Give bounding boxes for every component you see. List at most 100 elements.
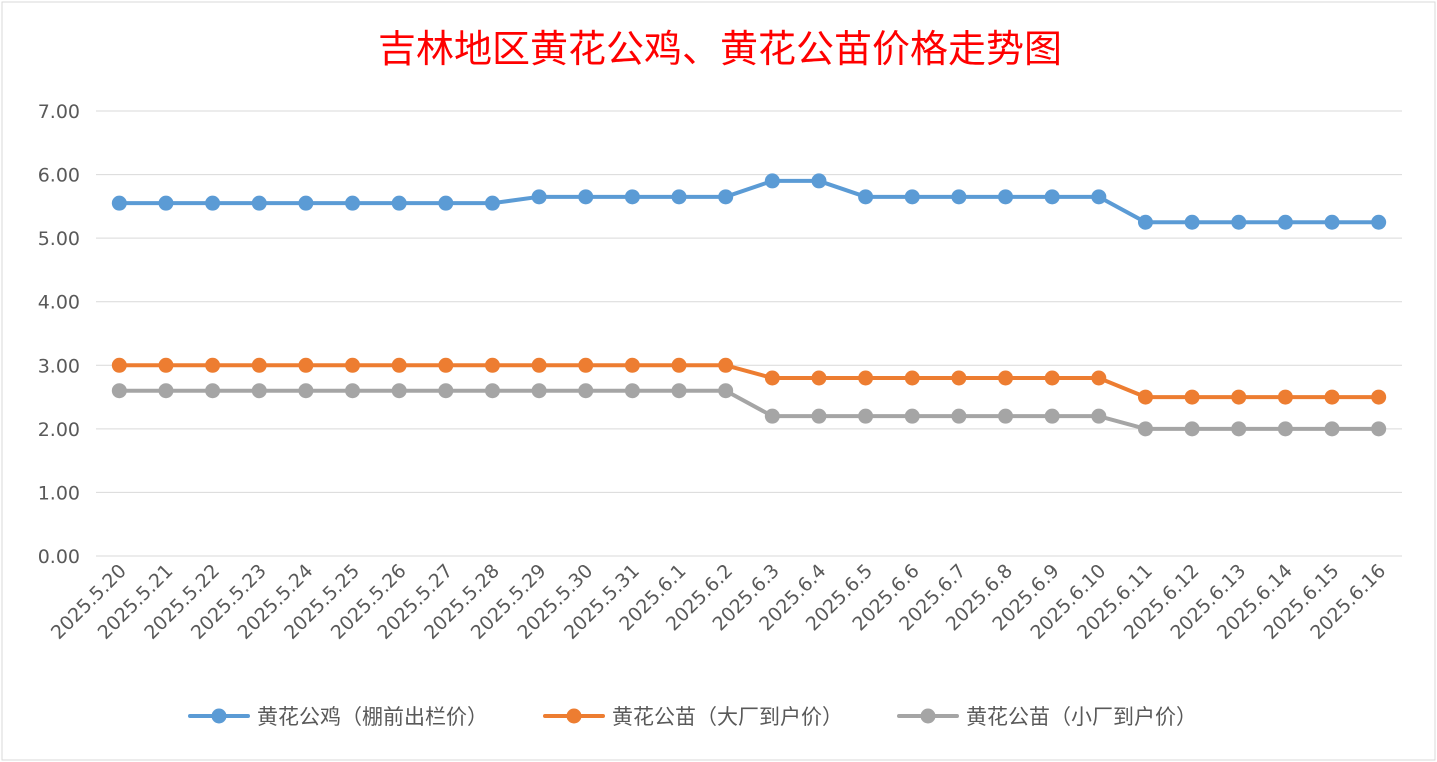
- data-point: [1277, 214, 1293, 230]
- y-tick-label: 1.00: [38, 482, 80, 504]
- data-point: [205, 383, 221, 399]
- data-point: [484, 357, 500, 373]
- data-point: [904, 189, 920, 205]
- data-point: [671, 383, 687, 399]
- data-point: [998, 189, 1014, 205]
- series-line: [117, 178, 1381, 225]
- data-point: [624, 357, 640, 373]
- y-tick-label: 6.00: [38, 165, 80, 187]
- data-point: [1091, 189, 1107, 205]
- legend-item-2: 黄花公苗（大厂到户价）: [543, 705, 843, 729]
- data-point: [1184, 214, 1200, 230]
- data-point: [998, 408, 1014, 424]
- data-point: [718, 383, 734, 399]
- data-point: [111, 357, 127, 373]
- y-tick-label: 2.00: [38, 419, 80, 441]
- data-point: [438, 195, 454, 211]
- legend-label: 黄花公鸡（棚前出栏价）: [257, 705, 488, 729]
- data-point: [951, 189, 967, 205]
- y-tick-label: 3.00: [38, 355, 80, 377]
- data-point: [624, 383, 640, 399]
- data-point: [1371, 389, 1387, 405]
- series-2: [111, 357, 1387, 405]
- data-point: [205, 357, 221, 373]
- data-point: [391, 383, 407, 399]
- data-point: [1324, 214, 1340, 230]
- data-point: [858, 408, 874, 424]
- data-point: [1324, 389, 1340, 405]
- data-point: [1137, 389, 1153, 405]
- data-point: [1137, 421, 1153, 437]
- y-tick-label: 5.00: [38, 228, 80, 250]
- legend-swatch-marker: [211, 708, 227, 724]
- series-3: [111, 383, 1387, 437]
- y-axis-ticks: 0.00 1.00 2.00 3.00 4.00 5.00 6.00 7.00: [38, 101, 80, 568]
- y-tick-label: 7.00: [38, 101, 80, 123]
- series-line: [117, 363, 1381, 400]
- data-point: [345, 195, 361, 211]
- data-point: [671, 189, 687, 205]
- series-layer: [111, 173, 1387, 437]
- chart-title: 吉林地区黄花公鸡、黄花公苗价格走势图: [378, 27, 1062, 71]
- data-point: [158, 195, 174, 211]
- data-point: [298, 195, 314, 211]
- data-point: [764, 408, 780, 424]
- y-tick-label: 4.00: [38, 292, 80, 314]
- data-point: [484, 195, 500, 211]
- y-tick-label: 0.00: [38, 546, 80, 568]
- data-point: [391, 357, 407, 373]
- data-point: [1184, 421, 1200, 437]
- data-point: [811, 173, 827, 189]
- data-point: [1231, 214, 1247, 230]
- data-point: [578, 357, 594, 373]
- data-point: [1371, 214, 1387, 230]
- data-point: [438, 357, 454, 373]
- data-point: [1277, 389, 1293, 405]
- data-point: [1184, 389, 1200, 405]
- data-point: [1231, 421, 1247, 437]
- legend-swatch-marker: [920, 708, 936, 724]
- data-point: [1277, 421, 1293, 437]
- data-point: [1324, 421, 1340, 437]
- data-point: [531, 189, 547, 205]
- data-point: [158, 383, 174, 399]
- legend-swatch-marker: [566, 708, 582, 724]
- data-point: [811, 408, 827, 424]
- data-point: [718, 357, 734, 373]
- data-point: [158, 357, 174, 373]
- legend-label: 黄花公苗（大厂到户价）: [612, 705, 843, 729]
- data-point: [951, 408, 967, 424]
- data-point: [345, 383, 361, 399]
- data-point: [391, 195, 407, 211]
- data-point: [484, 383, 500, 399]
- data-point: [1044, 370, 1060, 386]
- data-point: [1231, 389, 1247, 405]
- data-point: [1091, 370, 1107, 386]
- data-point: [624, 189, 640, 205]
- data-point: [904, 408, 920, 424]
- data-point: [858, 189, 874, 205]
- legend-item-1: 黄花公鸡（棚前出栏价）: [188, 705, 488, 729]
- data-point: [811, 370, 827, 386]
- legend: 黄花公鸡（棚前出栏价） 黄花公苗（大厂到户价） 黄花公苗（小厂到户价）: [188, 705, 1197, 729]
- data-point: [531, 357, 547, 373]
- data-point: [1044, 189, 1060, 205]
- data-point: [531, 383, 547, 399]
- data-point: [438, 383, 454, 399]
- data-point: [764, 173, 780, 189]
- legend-label: 黄花公苗（小厂到户价）: [966, 705, 1197, 729]
- series-line: [117, 388, 1381, 431]
- data-point: [998, 370, 1014, 386]
- data-point: [251, 357, 267, 373]
- data-point: [1044, 408, 1060, 424]
- data-point: [578, 189, 594, 205]
- data-point: [718, 189, 734, 205]
- data-point: [951, 370, 967, 386]
- data-point: [345, 357, 361, 373]
- data-point: [251, 383, 267, 399]
- data-point: [1371, 421, 1387, 437]
- series-1: [111, 173, 1387, 230]
